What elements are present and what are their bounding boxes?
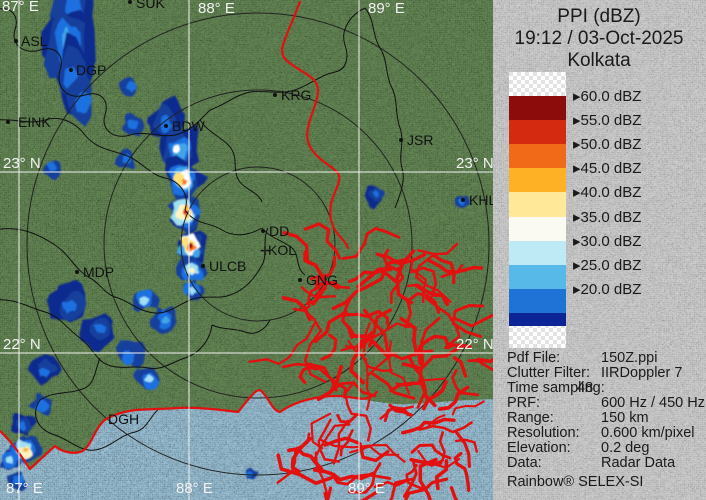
svg-text:DGP: DGP [76, 62, 106, 78]
svg-text:19:12 / 03-Oct-2025: 19:12 / 03-Oct-2025 [515, 28, 684, 49]
svg-text:0.600 km/pixel: 0.600 km/pixel [601, 425, 695, 441]
svg-text:Radar Data: Radar Data [601, 455, 676, 471]
svg-text:87° E: 87° E [6, 480, 43, 497]
svg-text:KOL: KOL [268, 242, 296, 258]
svg-text:▸20.0 dBZ: ▸20.0 dBZ [573, 281, 641, 298]
svg-text:89° E: 89° E [348, 480, 385, 497]
svg-text:ASL: ASL [21, 33, 48, 49]
svg-text:SUK: SUK [136, 0, 165, 11]
svg-text:22° N: 22° N [456, 336, 493, 353]
svg-text:88° E: 88° E [176, 480, 213, 497]
svg-text:EINK: EINK [18, 114, 51, 130]
svg-text:23° N: 23° N [456, 155, 493, 172]
svg-text:Data:: Data: [507, 455, 542, 471]
svg-text:0.2 deg: 0.2 deg [601, 440, 649, 456]
svg-text:Clutter Filter:: Clutter Filter: [507, 365, 590, 381]
svg-text:150Z.ppi: 150Z.ppi [601, 350, 657, 366]
svg-text:KRG: KRG [281, 87, 311, 103]
svg-text:89° E: 89° E [368, 0, 405, 17]
svg-text:KHL: KHL [469, 192, 493, 208]
svg-text:GNG: GNG [306, 272, 338, 288]
svg-text:150 km: 150 km [601, 410, 649, 426]
svg-text:PRF:: PRF: [507, 395, 540, 411]
svg-text:▸50.0 dBZ: ▸50.0 dBZ [573, 136, 641, 153]
svg-text:Kolkata: Kolkata [567, 50, 631, 71]
svg-text:BDW: BDW [172, 118, 205, 134]
svg-text:MDP: MDP [83, 264, 114, 280]
svg-text:Pdf File:: Pdf File: [507, 350, 560, 366]
svg-text:Resolution:: Resolution: [507, 425, 580, 441]
svg-text:Range:: Range: [507, 410, 554, 426]
svg-text:22° N: 22° N [3, 336, 41, 353]
svg-text:Rainbow® SELEX-SI: Rainbow® SELEX-SI [507, 474, 643, 490]
svg-text:600 Hz / 450 Hz: 600 Hz / 450 Hz [601, 395, 705, 411]
svg-text:▸55.0 dBZ: ▸55.0 dBZ [573, 112, 641, 129]
svg-text:88° E: 88° E [198, 0, 235, 17]
svg-text:DD: DD [269, 223, 289, 239]
svg-text:JSR: JSR [407, 132, 433, 148]
svg-text:Elevation:: Elevation: [507, 440, 571, 456]
svg-text:IIRDoppler 7: IIRDoppler 7 [601, 365, 682, 381]
svg-text:▸45.0 dBZ: ▸45.0 dBZ [573, 160, 641, 177]
svg-text:DGH: DGH [108, 411, 139, 427]
svg-text:▸35.0 dBZ: ▸35.0 dBZ [573, 209, 641, 226]
svg-text:▸25.0 dBZ: ▸25.0 dBZ [573, 257, 641, 274]
svg-text:87° E: 87° E [2, 0, 39, 15]
svg-text:PPI (dBZ): PPI (dBZ) [557, 6, 640, 27]
svg-text:23° N: 23° N [3, 155, 41, 172]
svg-text:▸30.0 dBZ: ▸30.0 dBZ [573, 233, 641, 250]
svg-text:ULCB: ULCB [209, 258, 246, 274]
svg-text:48: 48 [577, 380, 593, 396]
svg-text:▸40.0 dBZ: ▸40.0 dBZ [573, 184, 641, 201]
svg-text:▸60.0 dBZ: ▸60.0 dBZ [573, 88, 641, 105]
